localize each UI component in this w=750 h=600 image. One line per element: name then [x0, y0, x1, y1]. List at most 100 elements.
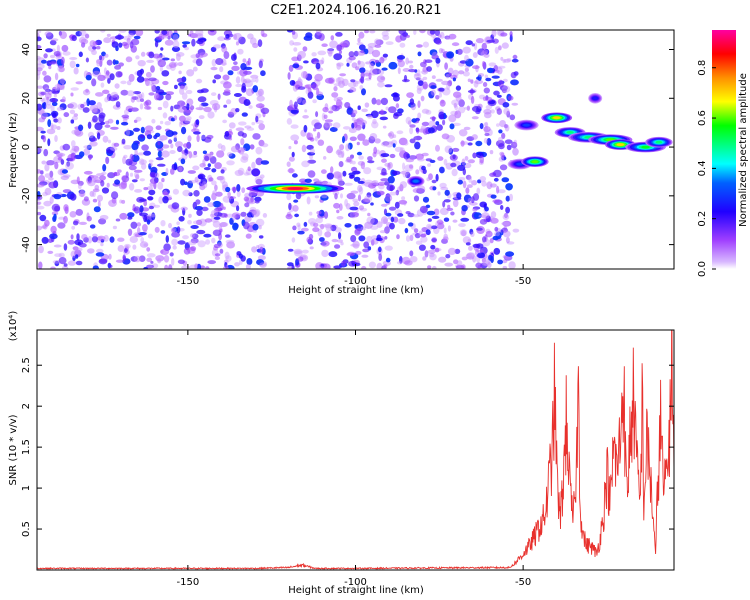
noise-blob — [392, 95, 400, 102]
noise-blob — [359, 85, 364, 90]
noise-blob — [334, 171, 344, 179]
noise-blob — [176, 221, 180, 225]
noise-blob — [333, 265, 342, 269]
noise-blob — [510, 79, 519, 86]
noise-blob — [51, 211, 59, 216]
noise-blob — [44, 163, 50, 172]
noise-blob — [160, 220, 166, 227]
noise-blob — [383, 264, 388, 269]
noise-blob — [229, 217, 234, 225]
noise-blob — [78, 124, 84, 132]
noise-blob — [409, 256, 418, 263]
noise-blob — [180, 178, 186, 186]
noise-blob — [73, 145, 80, 153]
noise-blob — [226, 99, 232, 105]
noise-blob — [346, 62, 350, 67]
noise-blob — [323, 211, 329, 219]
noise-blob — [370, 61, 376, 67]
noise-blob — [438, 256, 447, 263]
noise-blob — [501, 85, 511, 93]
noise-blob — [288, 202, 292, 211]
noise-blob — [344, 199, 348, 207]
noise-blob — [309, 148, 315, 154]
noise-blob — [55, 55, 63, 60]
noise-blob — [207, 111, 215, 119]
noise-blob — [160, 248, 170, 255]
noise-blob — [146, 253, 156, 258]
noise-blob — [458, 70, 465, 75]
noise-blob — [381, 168, 387, 176]
noise-blob — [397, 59, 405, 68]
noise-blob — [143, 187, 148, 191]
noise-blob — [123, 154, 128, 159]
noise-blob — [458, 177, 466, 181]
noise-blob — [155, 92, 159, 99]
noise-blob — [433, 208, 440, 216]
colorbar-label: Normalized spectral amplitude — [738, 73, 749, 227]
noise-blob — [157, 150, 163, 158]
noise-blob — [192, 220, 201, 225]
noise-blob — [148, 159, 154, 163]
noise-blob — [470, 88, 474, 95]
noise-blob — [249, 37, 257, 45]
noise-blob — [47, 250, 54, 254]
x-tick-label: -100 — [344, 276, 367, 287]
noise-blob — [338, 203, 343, 211]
noise-blob — [447, 80, 452, 87]
noise-blob — [416, 69, 421, 77]
noise-blob — [176, 53, 181, 61]
noise-blob — [413, 135, 423, 141]
noise-blob — [447, 225, 451, 232]
noise-blob — [307, 170, 316, 178]
noise-blob — [117, 245, 125, 252]
noise-blob — [43, 75, 52, 83]
feature-contour — [616, 143, 625, 147]
noise-blob — [62, 143, 71, 151]
noise-blob — [145, 71, 152, 78]
noise-blob — [114, 179, 121, 185]
noise-blob — [308, 211, 313, 216]
noise-blob — [377, 81, 385, 88]
noise-blob — [189, 30, 194, 35]
noise-blob — [438, 87, 445, 92]
noise-blob — [236, 205, 240, 212]
noise-blob — [204, 218, 213, 223]
noise-blob — [353, 201, 360, 207]
noise-blob — [422, 256, 427, 261]
noise-blob — [443, 199, 451, 203]
noise-blob — [417, 80, 424, 86]
noise-blob — [333, 86, 338, 92]
noise-blob — [420, 95, 425, 102]
noise-blob — [154, 40, 159, 48]
noise-blob — [111, 191, 119, 200]
noise-blob — [201, 206, 209, 212]
feature-contour — [516, 162, 524, 166]
noise-blob — [472, 207, 478, 212]
noise-blob — [475, 140, 483, 147]
noise-blob — [458, 106, 466, 114]
noise-blob — [348, 51, 355, 58]
noise-blob — [106, 59, 113, 66]
noise-blob — [65, 162, 74, 170]
noise-blob — [256, 95, 265, 102]
noise-blob — [203, 266, 207, 269]
noise-blob — [145, 79, 153, 86]
noise-blob — [37, 73, 40, 81]
noise-blob — [66, 161, 71, 167]
noise-blob — [361, 254, 369, 258]
noise-blob — [238, 253, 243, 259]
noise-blob — [162, 112, 168, 119]
noise-blob — [509, 31, 513, 37]
noise-blob — [63, 263, 68, 267]
noise-blob — [179, 87, 185, 95]
noise-blob — [291, 56, 299, 62]
noise-blob — [228, 137, 233, 141]
noise-blob — [70, 234, 74, 240]
noise-blob — [454, 110, 462, 119]
noise-blob — [482, 49, 489, 55]
noise-blob — [409, 64, 414, 69]
noise-blob — [118, 42, 123, 48]
noise-blob — [393, 216, 399, 223]
noise-blob — [192, 165, 200, 171]
noise-blob — [83, 170, 93, 175]
